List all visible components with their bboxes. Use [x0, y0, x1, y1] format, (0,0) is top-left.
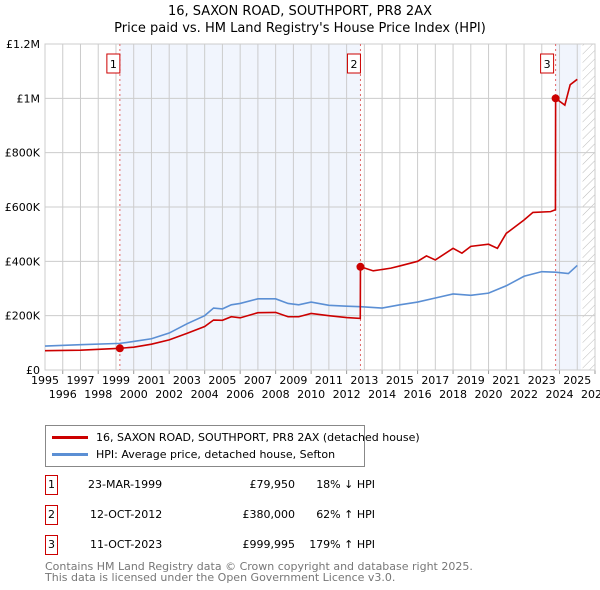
chart-title: 16, SAXON ROAD, SOUTHPORT, PR8 2AX — [168, 4, 432, 19]
date: 12-OCT-2012 — [90, 508, 163, 521]
y-tick-label: £400K — [5, 255, 41, 268]
date: 11-OCT-2023 — [90, 538, 163, 551]
legend: 16, SAXON ROAD, SOUTHPORT, PR8 2AX (deta… — [45, 425, 420, 467]
x-tick-label: 2014 — [368, 388, 396, 401]
hpi-diff: 62% ↑ HPI — [316, 508, 375, 521]
legend-red-swatch — [52, 435, 88, 439]
legend-hpi: HPI: Average price, detached house, Seft… — [96, 447, 336, 461]
x-tick-label: 2023 — [528, 374, 556, 387]
hpi-diff: 179% ↑ HPI — [309, 538, 375, 551]
x-tick-label: 2025 — [563, 374, 591, 387]
x-tick-label: 2022 — [510, 388, 538, 401]
x-tick-label: 2010 — [297, 388, 325, 401]
price: £999,995 — [242, 538, 296, 551]
sale-point — [551, 94, 560, 103]
price-chart: 1995199619971998199920002001200220032004… — [5, 38, 600, 401]
x-tick-label: 2018 — [439, 388, 467, 401]
x-tick-label: 2017 — [421, 374, 449, 387]
copyright: Contains HM Land Registry data © Crown c… — [45, 560, 473, 573]
y-tick-label: £0 — [26, 364, 40, 377]
marker-badge: 1 — [45, 475, 58, 495]
sale-point — [356, 262, 365, 271]
y-tick-label: £800K — [5, 147, 41, 160]
date: 23-MAR-1999 — [88, 478, 163, 491]
hpi-diff: 18% ↓ HPI — [316, 478, 375, 491]
x-tick-label: 2004 — [191, 388, 219, 401]
x-tick-label: 2002 — [155, 388, 183, 401]
marker-badge: 3 — [45, 535, 58, 555]
x-tick-label: 2008 — [262, 388, 290, 401]
sale-badge — [540, 53, 555, 74]
x-tick-label: 2012 — [333, 388, 361, 401]
x-tick-label: 2003 — [173, 374, 201, 387]
x-tick-label: 2021 — [492, 374, 520, 387]
sale-badge — [346, 53, 361, 74]
x-tick-label: 1995 — [31, 374, 59, 387]
y-tick-label: £600K — [5, 201, 41, 214]
x-tick-label: 1997 — [66, 374, 94, 387]
y-tick-label: £200K — [5, 310, 41, 323]
legend-blue-swatch — [52, 452, 88, 456]
x-tick-label: 2019 — [457, 374, 485, 387]
transaction-row: 3 11-OCT-2023 £999,995 179% ↑ HPI — [45, 535, 445, 555]
x-tick-label: 2006 — [226, 388, 254, 401]
sale-badge-label: 3 — [544, 58, 551, 71]
x-tick-label: 2020 — [475, 388, 503, 401]
marker-badge: 2 — [45, 505, 58, 525]
footer: Contains HM Land Registry data © Crown c… — [45, 561, 473, 583]
x-tick-label: 2011 — [315, 374, 343, 387]
x-tick-label: 2007 — [244, 374, 272, 387]
x-tick-label: 1999 — [102, 374, 130, 387]
sale-badge — [106, 53, 121, 74]
legend-property: 16, SAXON ROAD, SOUTHPORT, PR8 2AX (deta… — [96, 430, 420, 444]
x-tick-label: 2015 — [386, 374, 414, 387]
transaction-row: 1 23-MAR-1999 £79,950 18% ↓ HPI — [45, 475, 445, 495]
sale-badge-label: 2 — [350, 58, 357, 71]
x-tick-label: 1998 — [84, 388, 112, 401]
price: £380,000 — [242, 508, 296, 521]
y-tick-label: £1M — [17, 92, 41, 105]
x-tick-label: 2009 — [279, 374, 307, 387]
x-tick-label: 2013 — [350, 374, 378, 387]
x-tick-label: 2000 — [120, 388, 148, 401]
sale-point — [115, 344, 124, 353]
y-tick-label: £1.2M — [6, 38, 40, 51]
x-tick-label: 2026 — [581, 388, 600, 401]
x-tick-label: 2001 — [137, 374, 165, 387]
x-tick-label: 1996 — [49, 388, 77, 401]
x-tick-label: 2005 — [208, 374, 236, 387]
price: £79,950 — [249, 478, 296, 491]
chart-subtitle: Price paid vs. HM Land Registry's House … — [114, 21, 486, 36]
x-tick-label: 2024 — [546, 388, 574, 401]
x-tick-label: 2016 — [404, 388, 432, 401]
transaction-row: 2 12-OCT-2012 £380,000 62% ↑ HPI — [45, 505, 445, 525]
licence: This data is licensed under the Open Gov… — [45, 571, 396, 584]
plot-border — [44, 43, 596, 371]
sale-badge-label: 1 — [110, 58, 117, 71]
series-line — [44, 264, 578, 347]
